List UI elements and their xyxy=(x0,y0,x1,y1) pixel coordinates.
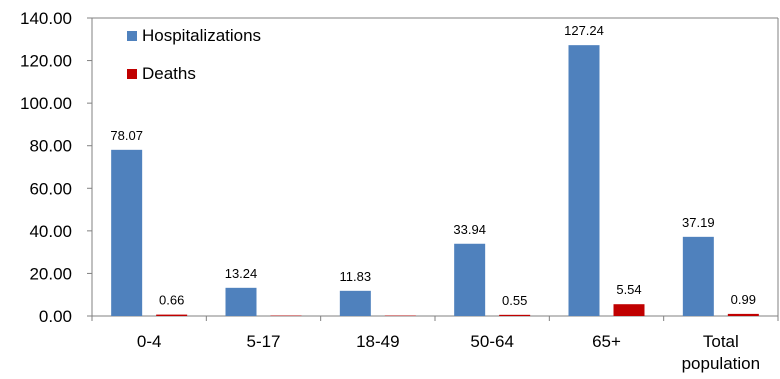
deaths-bar xyxy=(156,314,188,316)
hospitalizations-value-label: 78.07 xyxy=(110,128,143,143)
x-ticks xyxy=(91,316,779,321)
y-tick-label: 120.00 xyxy=(20,52,72,71)
deaths-value-label: 0.99 xyxy=(731,292,756,307)
deaths-bar xyxy=(499,314,531,316)
data-labels: 78.07 0.66 13.24 11.83 33.94 0.55 127.24 5.54 37… xyxy=(110,23,756,308)
category-label: 5-17 xyxy=(246,332,280,351)
hospitalizations-bar xyxy=(454,243,486,316)
y-tick-label: 40.00 xyxy=(29,222,72,241)
hospitalizations-value-label: 13.24 xyxy=(225,266,258,281)
y-tick-label: 60.00 xyxy=(29,179,72,198)
category-label: 18-49 xyxy=(356,332,399,351)
hospitalizations-bar xyxy=(682,236,714,316)
category-labels: 0-4 5-17 18-49 50-64 65+ Total population xyxy=(137,332,760,373)
deaths-value-label: 0.66 xyxy=(159,293,184,308)
hospitalizations-bar xyxy=(339,290,371,316)
legend-label-hospitalizations: Hospitalizations xyxy=(142,26,261,45)
category-label: 50-64 xyxy=(470,332,513,351)
legend: Hospitalizations Deaths xyxy=(127,26,261,83)
deaths-value-label: 5.54 xyxy=(616,282,641,297)
hospitalizations-value-label: 127.24 xyxy=(564,23,604,38)
deaths-value-label: 0.55 xyxy=(502,293,527,308)
hospitalizations-value-label: 11.83 xyxy=(340,269,372,284)
hospitalizations-bar xyxy=(111,149,143,316)
category-label: Total xyxy=(703,332,739,351)
y-tick-label: 100.00 xyxy=(20,94,72,113)
y-tick-label: 0.00 xyxy=(39,307,72,326)
hospitalizations-value-label: 37.19 xyxy=(682,215,715,230)
y-tick-label: 80.00 xyxy=(29,137,72,156)
y-tick-label: 20.00 xyxy=(29,264,72,283)
hospitalizations-bar xyxy=(225,287,257,316)
legend-swatch-hospitalizations xyxy=(127,31,137,41)
deaths-bar xyxy=(727,313,759,316)
deaths-bar xyxy=(613,304,645,316)
axes xyxy=(91,17,779,317)
hospitalizations-value-label: 33.94 xyxy=(453,222,486,237)
y-tick-label: 140.00 xyxy=(20,9,72,28)
category-label: 0-4 xyxy=(137,332,162,351)
y-ticks: 0.00 20.00 40.00 60.00 80.00 100.00 120.00 140.… xyxy=(20,9,92,326)
bars xyxy=(111,45,759,316)
category-label: population xyxy=(682,354,760,373)
legend-swatch-deaths xyxy=(127,69,137,79)
legend-label-deaths: Deaths xyxy=(142,64,196,83)
hospitalizations-bar xyxy=(568,45,600,316)
category-label: 65+ xyxy=(592,332,621,351)
